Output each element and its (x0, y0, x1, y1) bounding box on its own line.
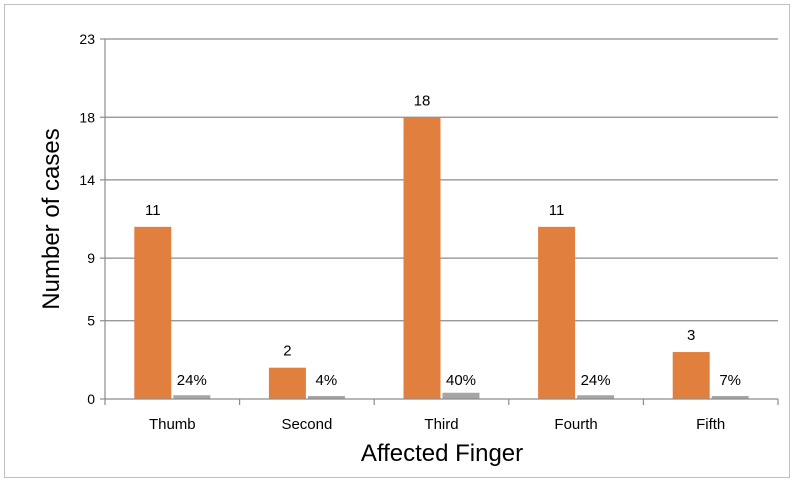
bar (577, 395, 615, 399)
x-tick-label: Second (281, 416, 332, 433)
bar (672, 352, 710, 399)
y-tick-label: 18 (79, 109, 95, 125)
x-tick-label: Thumb (149, 416, 196, 433)
data-label: 2 (283, 343, 291, 360)
y-axis-title: Number of cases (38, 128, 65, 309)
x-tick-label: Third (424, 416, 458, 433)
y-tick-label: 23 (79, 31, 95, 47)
x-tick-label: Fifth (696, 416, 725, 433)
gridlines (105, 38, 778, 322)
bar (711, 396, 749, 399)
bar (268, 367, 306, 399)
data-label: 11 (549, 202, 565, 219)
bar (134, 226, 172, 399)
y-tick-label: 0 (87, 391, 95, 407)
x-tick-label: Fourth (554, 416, 597, 433)
y-tick-label: 9 (87, 250, 95, 266)
x-axis-title: Affected Finger (361, 440, 523, 467)
y-tick-label: 5 (87, 313, 95, 329)
data-label: 18 (414, 92, 431, 109)
bars (134, 117, 749, 400)
bar (538, 226, 576, 399)
bar (307, 396, 345, 399)
chart-frame: 11 24% 2 4% 18 40% 11 24% 3 7% 0 5 9 14 18 23 Thumb Seco… (4, 4, 790, 478)
y-tick-label: 14 (79, 172, 95, 188)
data-label: 4% (316, 372, 338, 389)
bar (403, 117, 441, 400)
data-label: 40% (446, 372, 476, 389)
data-label: 24% (581, 372, 611, 389)
bar (173, 395, 211, 399)
data-label: 7% (719, 372, 741, 389)
bar (442, 392, 480, 399)
data-label: 24% (177, 372, 207, 389)
data-label: 3 (687, 327, 695, 344)
data-label: 11 (145, 202, 161, 219)
